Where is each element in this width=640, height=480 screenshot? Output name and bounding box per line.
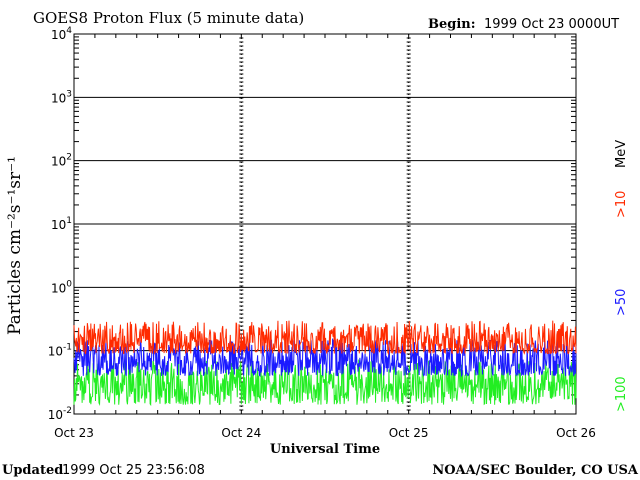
y-tick-label: 100 <box>51 279 72 295</box>
begin-value: 1999 Oct 23 0000UT <box>484 17 619 32</box>
x-axis-label: Universal Time <box>270 442 380 457</box>
legend-gt50: >50 <box>614 289 629 316</box>
series-line-gt10 <box>73 320 577 356</box>
data-series <box>73 320 577 407</box>
x-tick-label: Oct 25 <box>389 426 429 440</box>
updated-label: Updated <box>2 463 63 478</box>
y-axis-label: Particles cm⁻²s⁻¹sr⁻¹ <box>5 156 25 335</box>
x-axis-ticks: Oct 23 Oct 24 Oct 25 Oct 26 <box>54 426 596 440</box>
x-tick-label: Oct 26 <box>556 426 596 440</box>
x-tick-label: Oct 24 <box>221 426 261 440</box>
credit-text: NOAA/SEC Boulder, CO USA <box>432 463 639 478</box>
y-tick-label: 10-1 <box>48 343 72 359</box>
updated-value: 1999 Oct 25 23:56:08 <box>62 463 205 478</box>
y-tick-label: 10-2 <box>48 406 72 422</box>
y-axis-ticks: 104 103 102 101 100 10-1 10-2 <box>48 26 73 422</box>
legend-gt10: >10 <box>614 191 629 218</box>
series-line-gt100 <box>73 358 577 407</box>
y-tick-label: 104 <box>51 26 72 42</box>
y-tick-label: 103 <box>51 89 72 105</box>
legend-gt100: >100 <box>614 376 629 412</box>
y-tick-label: 102 <box>51 153 72 169</box>
plot-grid <box>74 36 576 396</box>
begin-label: Begin: <box>428 17 476 32</box>
y-tick-label: 101 <box>51 216 72 232</box>
legend-units: MeV <box>614 140 629 168</box>
chart-title: GOES8 Proton Flux (5 minute data) <box>33 9 304 27</box>
x-tick-label: Oct 23 <box>54 426 94 440</box>
